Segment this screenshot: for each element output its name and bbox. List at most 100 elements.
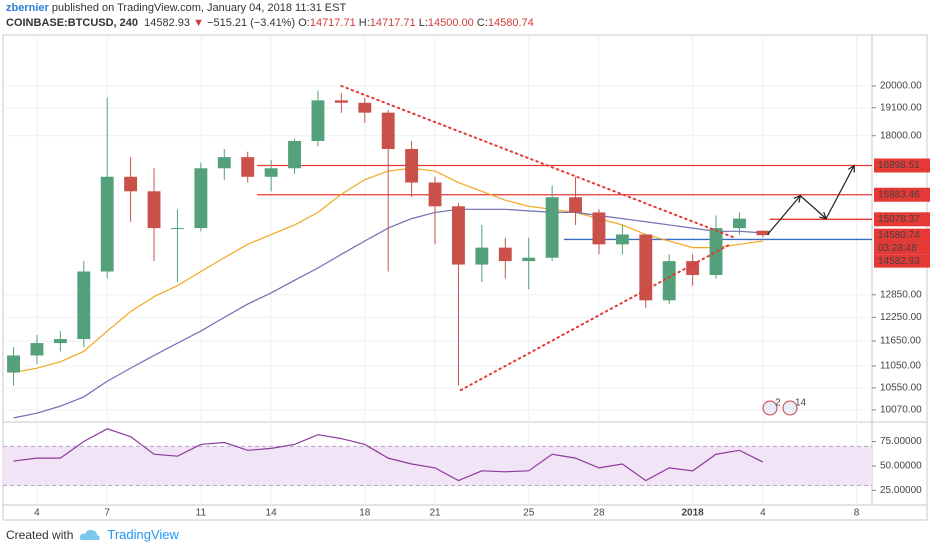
candle-body <box>405 148 419 183</box>
h-label: H: <box>358 17 370 29</box>
candle-body <box>381 112 395 149</box>
footer-text: Created with <box>6 527 74 542</box>
published: published on TradingView.com, January 04… <box>51 2 347 14</box>
candle-body <box>77 271 91 340</box>
candle-body <box>569 197 582 213</box>
l: 14500.00 <box>427 17 474 29</box>
candle-body <box>662 261 676 301</box>
x-tick-label: 18 <box>359 508 371 519</box>
event-label: 14 <box>795 398 807 409</box>
candle-body <box>756 230 770 236</box>
arrow-head <box>819 211 828 220</box>
author: zbernier <box>6 2 49 14</box>
price-badge <box>874 228 930 242</box>
y-tick-label: 12250.00 <box>880 312 922 323</box>
logo <box>80 529 101 540</box>
candle-body <box>241 157 255 177</box>
level-badge <box>874 187 930 202</box>
x-tick-label: 14 <box>266 508 278 519</box>
x-tick-label: 4 <box>34 508 40 519</box>
x-tick-label: 8 <box>854 508 860 519</box>
frame <box>2 34 928 521</box>
event-icon <box>782 400 798 416</box>
candle-body <box>147 191 161 229</box>
c: 14580.74 <box>487 17 534 29</box>
trendline <box>459 243 732 392</box>
candle-body <box>475 247 489 265</box>
y-tick-label: 11050.00 <box>880 361 921 372</box>
chart: 4 7 11 14 18 21 25 28 2018 4 8 20000.00 19100.00 1800… <box>2 34 930 521</box>
symbol-line: COINBASE:BTCUSD, 240 14582.93 ▼ −515.21 … <box>6 16 534 31</box>
y-tick-label: 10550.00 <box>880 383 922 394</box>
candle-body <box>264 168 278 177</box>
x-tick-label: 2018 <box>682 508 705 519</box>
y-tick-label: 12850.00 <box>880 289 922 300</box>
candle-body <box>194 168 208 229</box>
last: 14582.93 <box>144 17 191 29</box>
footer: Created with TradingView <box>6 527 179 542</box>
x-tick-label: 11 <box>196 508 207 519</box>
change: −515.21 (−3.41%) <box>207 17 296 29</box>
level-badge-text: 15883.46 <box>878 189 920 200</box>
candle-body <box>53 339 67 344</box>
candle-body <box>545 197 559 258</box>
rsi-tick-label: 75.00000 <box>880 436 922 447</box>
h: 14717.71 <box>369 17 416 29</box>
arrow-head <box>793 194 802 203</box>
rsi-tick-label: 50.00000 <box>880 461 922 472</box>
candle-body <box>358 102 372 113</box>
x-tick-label: 28 <box>593 508 605 519</box>
x-tick-label: 7 <box>104 508 110 519</box>
candle-body <box>100 176 114 272</box>
publish-line: zbernier published on TradingView.com, J… <box>6 1 534 16</box>
candle-body <box>522 257 536 262</box>
rsi-tick-label: 25.00000 <box>880 485 922 496</box>
level-badge-text: 16898.51 <box>878 160 920 171</box>
candle-body <box>615 234 629 245</box>
candle-body <box>124 176 138 192</box>
y-tick-label: 19100.00 <box>880 102 922 113</box>
c-label: C: <box>476 17 488 29</box>
y-tick-label: 11650.00 <box>880 336 921 347</box>
event-label: 2 <box>775 398 781 409</box>
candle-body <box>498 247 512 262</box>
candle-body <box>686 261 700 276</box>
x-tick-label: 25 <box>523 508 535 519</box>
arrow: ▼ <box>193 17 204 29</box>
level-badge <box>874 158 930 173</box>
rsi-band <box>3 446 872 486</box>
price-badge-text: 14580.74 <box>878 230 920 241</box>
candle-body <box>428 182 442 207</box>
o-label: O: <box>298 17 310 29</box>
x-tick-label: 4 <box>760 508 766 519</box>
y-tick-label: 18000.00 <box>880 130 922 141</box>
event-icon <box>762 400 778 416</box>
candle-body <box>592 212 606 245</box>
candle-body <box>311 100 325 141</box>
brand: TradingView <box>107 527 179 542</box>
candle-body <box>7 355 20 373</box>
level-badge-text: 15078.37 <box>878 214 920 225</box>
price-badge-text: 03:28:48 <box>878 243 917 254</box>
candle-body <box>452 206 465 265</box>
candle-body <box>30 343 44 356</box>
header: zbernier published on TradingView.com, J… <box>6 1 534 31</box>
candle-body <box>217 157 231 169</box>
candle-body <box>334 100 348 103</box>
candle-body <box>288 140 301 169</box>
candle-body <box>171 228 184 230</box>
price-badge <box>874 241 930 255</box>
price-badge <box>874 254 930 268</box>
price-badge-text: 14582.93 <box>878 256 920 267</box>
candle-body <box>733 218 746 229</box>
projection-arrows <box>767 165 855 235</box>
y-tick-label: 10070.00 <box>880 405 922 416</box>
symbol: COINBASE:BTCUSD, 240 <box>6 17 139 29</box>
l-label: L: <box>418 17 428 29</box>
x-tick-label: 21 <box>429 508 441 519</box>
level-badge <box>874 212 930 227</box>
candle-body <box>639 234 653 301</box>
candle-body <box>709 228 723 276</box>
arrow-head <box>848 164 855 173</box>
